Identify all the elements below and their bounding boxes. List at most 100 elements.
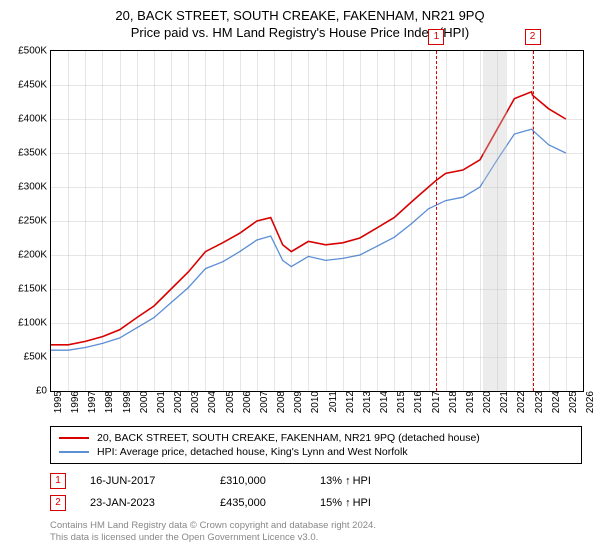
x-axis-label: 2001 [154, 391, 167, 413]
footer-line-2: This data is licensed under the Open Gov… [50, 532, 582, 544]
gridline-vertical [188, 51, 189, 391]
x-axis-label: 1995 [51, 391, 64, 413]
x-axis-label: 2013 [360, 391, 373, 413]
x-axis-label: 2020 [480, 391, 493, 413]
gridline-vertical [360, 51, 361, 391]
plot-area: £0£50K£100K£150K£200K£250K£300K£350K£400… [50, 50, 584, 392]
gridline-vertical [102, 51, 103, 391]
gridline-vertical [257, 51, 258, 391]
y-axis-label: £100K [18, 318, 51, 329]
title-sub: Price paid vs. HM Land Registry's House … [0, 25, 600, 40]
y-axis-label: £300K [18, 182, 51, 193]
y-axis-label: £250K [18, 216, 51, 227]
gridline-vertical [514, 51, 515, 391]
marker-line [533, 51, 534, 391]
gridline-vertical [549, 51, 550, 391]
legend: 20, BACK STREET, SOUTH CREAKE, FAKENHAM,… [50, 426, 582, 464]
gridline-vertical [240, 51, 241, 391]
footer-line-1: Contains HM Land Registry data © Crown c… [50, 520, 582, 532]
sale-marker-number: 1 [50, 473, 66, 489]
x-axis-label: 2008 [274, 391, 287, 413]
sale-date: 23-JAN-2023 [90, 497, 220, 509]
gridline-vertical [411, 51, 412, 391]
sale-row: 2 23-JAN-2023£435,00015% HPI [50, 492, 582, 514]
sale-price: £310,000 [220, 475, 320, 487]
x-axis-label: 1997 [85, 391, 98, 413]
x-axis-label: 2002 [171, 391, 184, 413]
gridline-vertical [85, 51, 86, 391]
x-axis-label: 2026 [583, 391, 596, 413]
gridline-vertical [223, 51, 224, 391]
y-axis-label: £150K [18, 284, 51, 295]
highlight-band [483, 51, 507, 391]
x-axis-label: 2000 [137, 391, 150, 413]
gridline-vertical [566, 51, 567, 391]
sales-table: 1 16-JUN-2017£310,00013% HPI 2 23-JAN-2023£… [50, 470, 582, 514]
title-main: 20, BACK STREET, SOUTH CREAKE, FAKENHAM,… [0, 8, 600, 23]
gridline-vertical [394, 51, 395, 391]
x-axis-label: 2016 [411, 391, 424, 413]
sale-marker-number: 2 [50, 495, 66, 511]
x-axis-label: 2017 [429, 391, 442, 413]
arrow-up-icon [345, 497, 353, 509]
gridline-vertical [429, 51, 430, 391]
sale-hpi: 15% HPI [320, 497, 371, 509]
x-axis-label: 1996 [68, 391, 81, 413]
x-axis-label: 2006 [240, 391, 253, 413]
x-axis-label: 2023 [532, 391, 545, 413]
gridline-vertical [68, 51, 69, 391]
x-axis-label: 2012 [343, 391, 356, 413]
legend-row: HPI: Average price, detached house, King… [59, 445, 573, 459]
x-axis-label: 2010 [308, 391, 321, 413]
x-axis-label: 2011 [326, 391, 339, 413]
x-axis-label: 2004 [205, 391, 218, 413]
marker-box: 2 [525, 29, 541, 45]
y-axis-label: £400K [18, 114, 51, 125]
gridline-vertical [154, 51, 155, 391]
x-axis-label: 2005 [223, 391, 236, 413]
gridline-vertical [480, 51, 481, 391]
marker-box: 1 [428, 29, 444, 45]
x-axis-label: 2024 [549, 391, 562, 413]
sale-row: 1 16-JUN-2017£310,00013% HPI [50, 470, 582, 492]
legend-swatch [59, 451, 89, 453]
x-axis-label: 2014 [377, 391, 390, 413]
x-axis-label: 1999 [120, 391, 133, 413]
arrow-up-icon [345, 475, 353, 487]
legend-swatch [59, 437, 89, 439]
gridline-vertical [308, 51, 309, 391]
x-axis-label: 1998 [102, 391, 115, 413]
gridline-vertical [463, 51, 464, 391]
x-axis-label: 2009 [291, 391, 304, 413]
legend-row: 20, BACK STREET, SOUTH CREAKE, FAKENHAM,… [59, 431, 573, 445]
gridline-vertical [377, 51, 378, 391]
x-axis-label: 2025 [566, 391, 579, 413]
gridline-vertical [171, 51, 172, 391]
gridline-vertical [446, 51, 447, 391]
sale-date: 16-JUN-2017 [90, 475, 220, 487]
sale-price: £435,000 [220, 497, 320, 509]
chart-titles: 20, BACK STREET, SOUTH CREAKE, FAKENHAM,… [0, 0, 600, 40]
gridline-vertical [326, 51, 327, 391]
x-axis-label: 2003 [188, 391, 201, 413]
gridline-vertical [120, 51, 121, 391]
y-axis-label: £450K [18, 80, 51, 91]
legend-label: 20, BACK STREET, SOUTH CREAKE, FAKENHAM,… [97, 432, 480, 444]
sale-hpi: 13% HPI [320, 475, 371, 487]
gridline-vertical [274, 51, 275, 391]
x-axis-label: 2015 [394, 391, 407, 413]
x-axis-label: 2007 [257, 391, 270, 413]
x-axis-label: 2021 [497, 391, 510, 413]
x-axis-label: 2019 [463, 391, 476, 413]
y-axis-label: £500K [18, 46, 51, 57]
legend-label: HPI: Average price, detached house, King… [97, 446, 408, 458]
gridline-vertical [205, 51, 206, 391]
y-axis-label: £350K [18, 148, 51, 159]
y-axis-label: £50K [24, 352, 51, 363]
y-axis-label: £200K [18, 250, 51, 261]
y-axis-label: £0 [36, 386, 51, 397]
marker-line [436, 51, 437, 391]
footer: Contains HM Land Registry data © Crown c… [50, 520, 582, 545]
x-axis-label: 2018 [446, 391, 459, 413]
gridline-vertical [137, 51, 138, 391]
